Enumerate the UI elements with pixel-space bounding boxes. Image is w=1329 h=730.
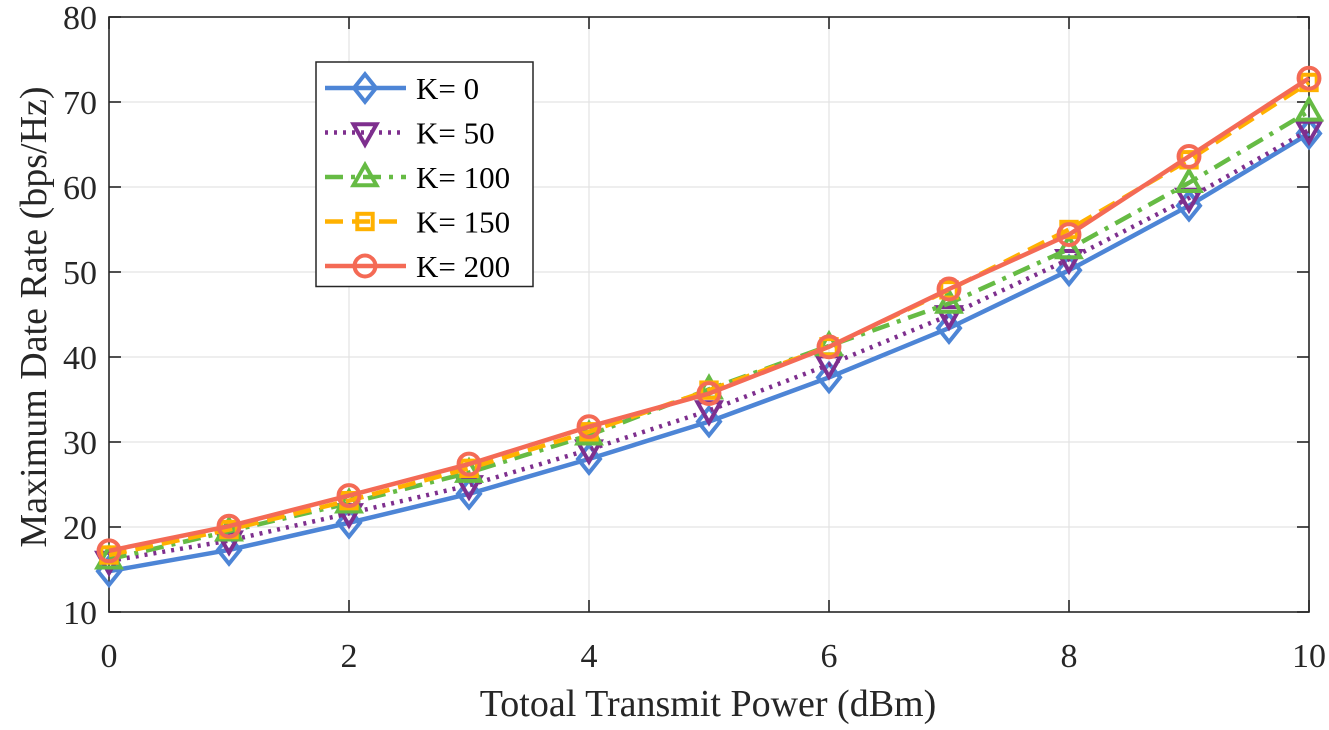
- legend-box: [315, 61, 534, 288]
- data-point: [215, 532, 243, 567]
- legend-marker: [350, 160, 380, 188]
- legend-marker: [350, 122, 380, 149]
- grid: [109, 17, 1309, 612]
- x-tick-label: 10: [1292, 638, 1326, 675]
- x-axis-title: Totoal Transmit Power (dBm): [480, 683, 937, 725]
- plot-frame: [108, 16, 1310, 613]
- data-point: [1054, 232, 1084, 260]
- y-tick-label: 40: [63, 340, 97, 377]
- data-point: [335, 505, 363, 540]
- data-point: [336, 483, 362, 508]
- y-axis-title: Maximum Date Rate (bps/Hz): [13, 86, 55, 547]
- legend-entry: K= 100: [325, 160, 510, 195]
- y-tick-label: 30: [63, 425, 97, 462]
- series-line: [108, 128, 1311, 564]
- legend-label: K= 200: [416, 249, 510, 284]
- data-point: [936, 276, 962, 302]
- legend-marker: [355, 211, 375, 232]
- data-point: [1294, 95, 1324, 122]
- data-point: [456, 451, 482, 477]
- data-point: [1294, 119, 1324, 147]
- data-point: [1296, 65, 1322, 91]
- data-point: [1055, 253, 1083, 288]
- x-tick-label: 0: [101, 638, 118, 675]
- legend-entry: K= 150: [325, 205, 510, 240]
- data-point: [816, 334, 842, 360]
- x-tick-label: 8: [1061, 638, 1078, 675]
- data-point: [1176, 143, 1202, 169]
- series-group: [94, 65, 1324, 589]
- y-tick-label: 20: [63, 510, 97, 547]
- data-point: [576, 414, 602, 440]
- legend-label: K= 0: [416, 71, 479, 106]
- data-point: [96, 538, 122, 564]
- legend-entry: K= 50: [325, 116, 495, 151]
- data-point: [934, 305, 964, 332]
- data-point: [455, 476, 483, 511]
- data-point: [575, 442, 603, 476]
- x-tick-label: 4: [581, 638, 598, 675]
- data-point: [696, 381, 722, 406]
- data-point: [1174, 166, 1204, 193]
- x-tick-label: 2: [341, 638, 358, 675]
- data-point: [695, 404, 723, 439]
- legend: K= 0 K= 50 K= 100 K= 150 K= 200: [315, 61, 534, 288]
- legend-entry: K= 0: [325, 71, 479, 106]
- plot-background: [109, 17, 1309, 612]
- series-k-200: [96, 65, 1322, 564]
- x-tick-label: 6: [821, 638, 838, 675]
- legend-label: K= 100: [416, 160, 510, 195]
- series-line: [108, 76, 1311, 554]
- y-tick-label: 50: [63, 255, 97, 292]
- y-tick-label: 80: [63, 0, 97, 37]
- legend-marker: [352, 253, 378, 279]
- axes: 0 2 4 6 8 10 10 20 30 40 50 60 70 80: [63, 0, 1326, 675]
- data-point: [819, 337, 839, 357]
- legend-label: K= 50: [416, 116, 495, 151]
- data-point: [935, 311, 963, 346]
- data-point: [1056, 222, 1082, 248]
- legend-marker: [351, 71, 379, 105]
- legend-label: K= 150: [416, 205, 510, 240]
- y-tick-label: 10: [63, 595, 97, 632]
- data-point: [934, 287, 964, 314]
- data-point: [1054, 249, 1084, 276]
- data-point: [216, 513, 242, 539]
- legend-entry: K= 200: [325, 249, 510, 284]
- y-tick-label: 70: [63, 85, 97, 122]
- data-point: [815, 360, 843, 395]
- y-tick-label: 60: [63, 170, 97, 207]
